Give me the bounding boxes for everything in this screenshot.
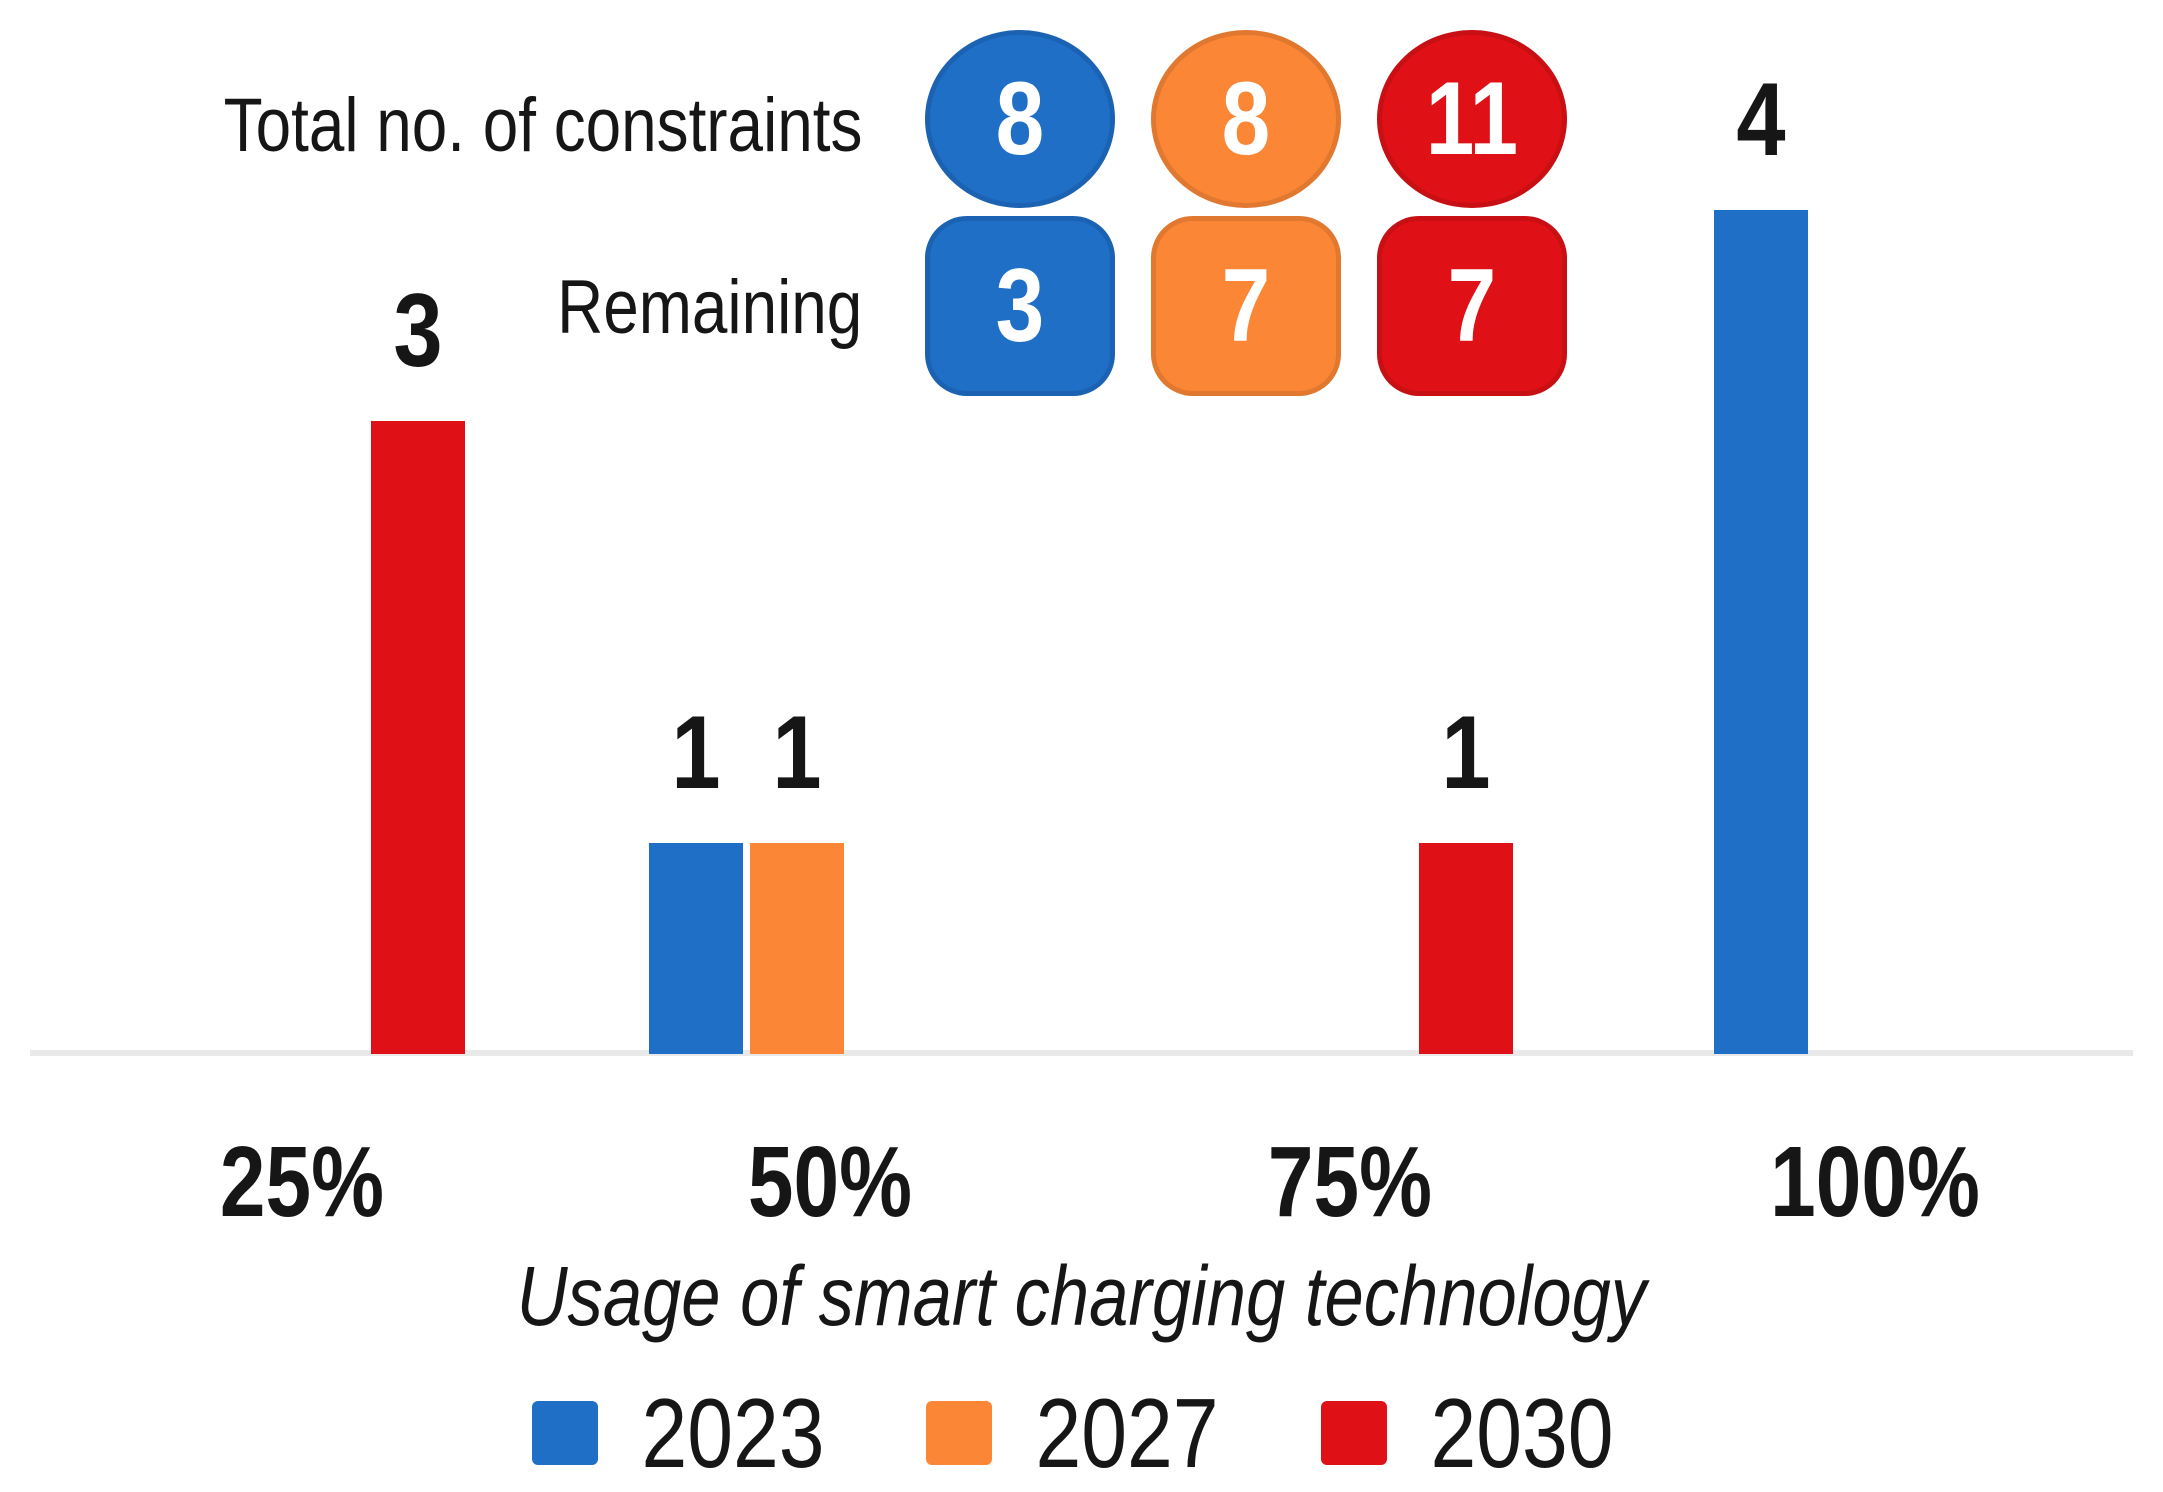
bar-value-label-2023-50pct: 1	[671, 695, 721, 811]
badge-total-2027: 8	[1151, 30, 1341, 208]
badge-total-2030: 11	[1377, 30, 1567, 208]
legend: 2023 2027 2030	[0, 1384, 2163, 1482]
x-axis-title-text: Usage of smart charging technology	[516, 1249, 1647, 1343]
legend-label-2030: 2030	[1413, 1384, 1631, 1482]
bar-2030-75pct	[1419, 843, 1513, 1054]
bar-2023-50pct	[649, 843, 743, 1054]
legend-label-text: 2023	[641, 1378, 826, 1488]
badge-remaining-2027: 7	[1151, 216, 1341, 396]
legend-label-2027: 2027	[1018, 1384, 1236, 1482]
bar-2027-50pct	[750, 843, 844, 1054]
badge-value: 11	[1425, 61, 1519, 177]
x-axis-line	[30, 1050, 2133, 1056]
legend-item-2023: 2023	[532, 1384, 842, 1482]
badge-remaining-2030: 7	[1377, 216, 1567, 396]
legend-swatch-2030	[1320, 1401, 1387, 1465]
x-tick-75pct: 75%	[1267, 1126, 1433, 1238]
badge-total-2023: 8	[925, 30, 1115, 208]
badge-value: 8	[995, 61, 1045, 177]
bar-value-label-2030-75pct: 1	[1441, 695, 1491, 811]
legend-item-2030: 2030	[1320, 1384, 1631, 1482]
legend-label-2023: 2023	[624, 1384, 842, 1482]
legend-swatch-2027	[926, 1401, 993, 1465]
legend-label-text: 2027	[1035, 1378, 1220, 1488]
bar-value-label-2030-25pct: 3	[393, 273, 443, 389]
remaining-label: Remaining	[556, 265, 862, 350]
legend-item-2027: 2027	[926, 1384, 1236, 1482]
total-constraints-label: Total no. of constraints	[223, 83, 862, 168]
x-tick-25pct: 25%	[219, 1126, 385, 1238]
x-tick-50pct: 50%	[747, 1126, 913, 1238]
x-tick-100pct: 100%	[1770, 1126, 1980, 1238]
legend-label-text: 2030	[1429, 1378, 1614, 1488]
legend-swatch-2023	[532, 1401, 599, 1465]
bar-2023-100pct	[1714, 210, 1808, 1054]
badge-remaining-2023: 3	[925, 216, 1115, 396]
badge-value: 8	[1221, 61, 1271, 177]
badge-value: 7	[1447, 248, 1497, 364]
badge-value: 3	[995, 248, 1045, 364]
bar-2030-25pct	[371, 421, 465, 1054]
badge-value: 7	[1221, 248, 1271, 364]
x-axis-title: Usage of smart charging technology	[0, 1246, 2163, 1347]
bar-value-label-2027-50pct: 1	[772, 695, 822, 811]
bar-value-label-2023-100pct: 4	[1736, 62, 1786, 178]
